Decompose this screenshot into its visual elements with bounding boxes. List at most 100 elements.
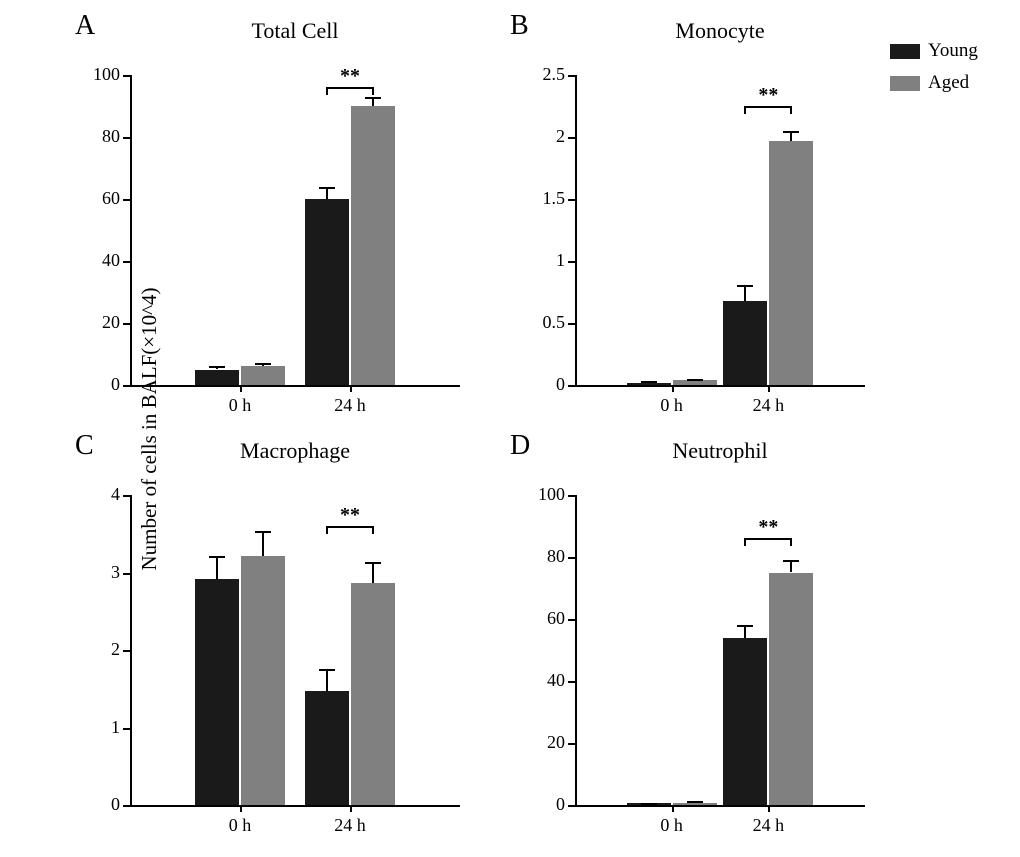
error-cap	[255, 363, 271, 365]
x-tick	[768, 385, 770, 392]
y-tick	[123, 323, 130, 325]
y-tick-label: 1	[520, 250, 565, 271]
bar	[241, 556, 285, 805]
y-tick-label: 100	[75, 64, 120, 85]
legend: Young Aged	[890, 40, 978, 104]
panel-letter: A	[75, 10, 95, 42]
significance-bracket-drop	[790, 106, 792, 114]
panel-title: Neutrophil	[640, 438, 800, 464]
y-tick	[568, 743, 575, 745]
legend-swatch	[890, 44, 920, 59]
significance-bracket-drop	[790, 538, 792, 546]
y-tick	[568, 805, 575, 807]
x-tick-label: 24 h	[738, 815, 798, 836]
panel-letter: D	[510, 430, 530, 462]
error-cap	[641, 381, 657, 383]
y-tick	[568, 681, 575, 683]
error-cap	[783, 131, 799, 133]
bar	[241, 366, 285, 385]
x-tick	[672, 805, 674, 812]
y-tick-label: 60	[75, 188, 120, 209]
y-axis	[575, 495, 577, 805]
x-axis	[575, 385, 865, 387]
bar	[195, 579, 239, 805]
significance-label: **	[748, 516, 788, 539]
bar	[305, 691, 349, 805]
y-tick-label: 0	[75, 374, 120, 395]
error-cap	[365, 562, 381, 564]
y-tick-label: 0	[520, 794, 565, 815]
x-tick	[350, 385, 352, 392]
error-cap	[737, 285, 753, 287]
y-tick	[568, 137, 575, 139]
bar	[723, 301, 767, 385]
y-tick	[123, 137, 130, 139]
significance-bracket-drop	[372, 526, 374, 534]
x-tick	[240, 805, 242, 812]
y-tick-label: 100	[520, 484, 565, 505]
significance-bracket-drop	[744, 106, 746, 114]
y-tick	[123, 495, 130, 497]
significance-bracket-drop	[744, 538, 746, 546]
x-axis	[575, 805, 865, 807]
y-tick-label: 3	[75, 562, 120, 583]
error-cap	[687, 379, 703, 381]
error-cap	[209, 556, 225, 558]
y-tick	[123, 573, 130, 575]
y-tick-label: 1.5	[520, 188, 565, 209]
legend-label: Young	[928, 40, 978, 62]
y-tick-label: 60	[520, 608, 565, 629]
error-cap	[641, 803, 657, 805]
y-tick	[568, 199, 575, 201]
error-cap	[209, 366, 225, 368]
y-tick-label: 20	[520, 732, 565, 753]
y-tick-label: 2	[520, 126, 565, 147]
significance-label: **	[330, 504, 370, 527]
error-cap	[319, 669, 335, 671]
legend-label: Aged	[928, 72, 969, 94]
error-cap	[319, 187, 335, 189]
bar	[769, 141, 813, 385]
significance-label: **	[748, 84, 788, 107]
y-tick	[568, 619, 575, 621]
bar	[195, 370, 239, 386]
x-tick	[768, 805, 770, 812]
legend-swatch	[890, 76, 920, 91]
legend-item: Young	[890, 40, 978, 62]
panel-letter: C	[75, 430, 94, 462]
panel-title: Macrophage	[215, 438, 375, 464]
legend-item: Aged	[890, 72, 978, 94]
y-tick-label: 0.5	[520, 312, 565, 333]
y-tick-label: 2	[75, 639, 120, 660]
x-tick-label: 0 h	[642, 395, 702, 416]
panel-letter: B	[510, 10, 529, 42]
y-axis	[130, 495, 132, 805]
x-tick	[350, 805, 352, 812]
x-tick-label: 24 h	[320, 395, 380, 416]
y-tick	[123, 75, 130, 77]
x-tick-label: 0 h	[210, 815, 270, 836]
error-bar	[372, 562, 374, 584]
figure-root: Number of cells in BALF(×10^4) Young Aged…	[0, 0, 1020, 857]
y-tick	[568, 75, 575, 77]
y-tick	[568, 323, 575, 325]
error-cap	[255, 531, 271, 533]
significance-bracket-drop	[372, 87, 374, 95]
bar	[305, 199, 349, 385]
x-tick-label: 0 h	[210, 395, 270, 416]
error-cap	[365, 97, 381, 99]
bar	[769, 573, 813, 806]
y-tick	[123, 385, 130, 387]
significance-bracket-drop	[326, 87, 328, 95]
bar	[351, 583, 395, 805]
y-tick	[123, 805, 130, 807]
y-tick-label: 40	[520, 670, 565, 691]
y-tick-label: 2.5	[520, 64, 565, 85]
y-axis-label: Number of cells in BALF(×10^4)	[137, 287, 162, 570]
x-tick-label: 24 h	[738, 395, 798, 416]
error-bar	[262, 531, 264, 557]
y-tick-label: 0	[520, 374, 565, 395]
significance-label: **	[330, 65, 370, 88]
bar	[723, 638, 767, 805]
error-cap	[737, 625, 753, 627]
